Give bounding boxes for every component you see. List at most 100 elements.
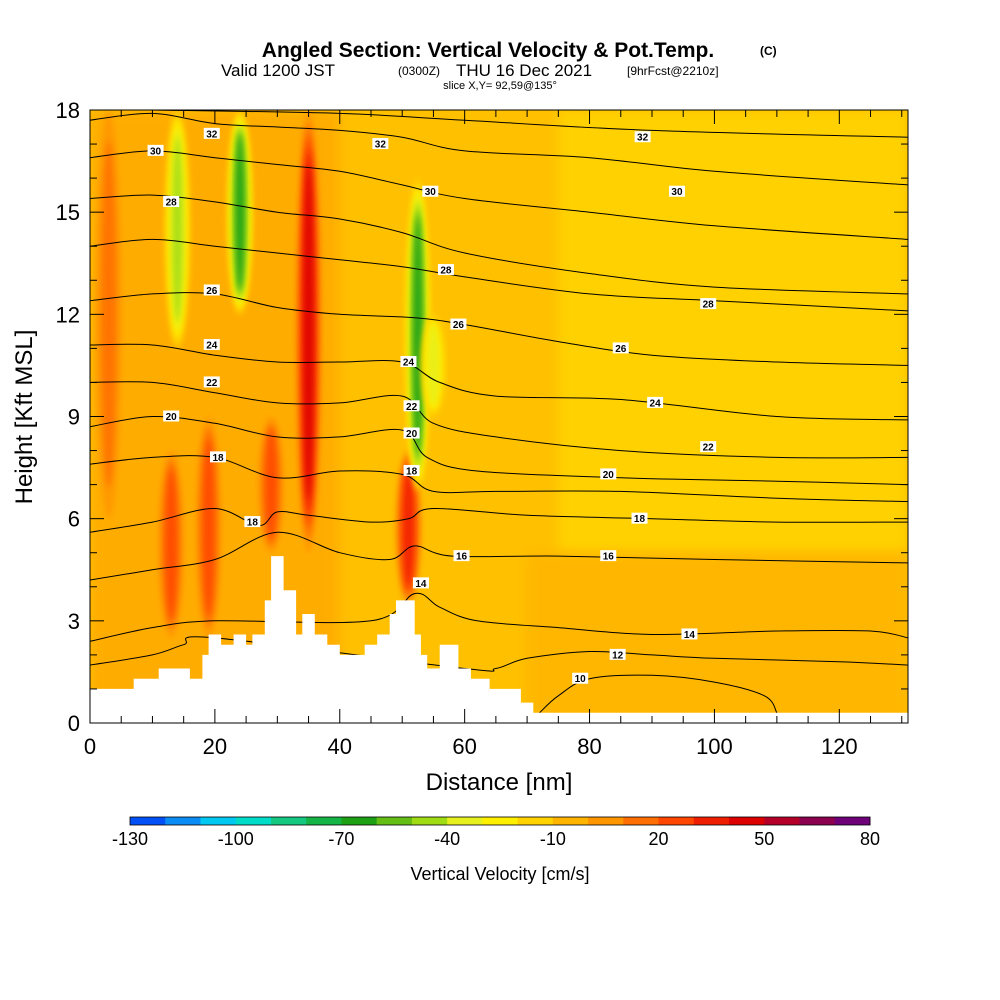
contour-label-box <box>647 396 664 408</box>
colorbar-tick-label: 50 <box>754 829 774 849</box>
x-tick-label: 60 <box>452 734 476 759</box>
contour-label-box <box>668 185 685 197</box>
contour-label-box <box>700 298 717 310</box>
colorbar-bin <box>411 817 448 825</box>
chart-title: Angled Section: Vertical Velocity & Pot.… <box>262 39 714 62</box>
contour-label-box <box>453 550 470 562</box>
contour-label: 32 <box>637 133 649 144</box>
theta-contour-20 <box>90 415 908 486</box>
theta-contours <box>90 110 908 714</box>
contour-label: 18 <box>212 453 224 464</box>
contour-label: 18 <box>406 466 418 477</box>
colorbar-tick-label: -40 <box>434 829 460 849</box>
y-tick-label: 12 <box>56 302 80 327</box>
contour-label: 22 <box>703 443 715 454</box>
contour-label-box <box>147 144 164 156</box>
contour-label-box <box>403 464 420 476</box>
y-axis-label: Height [Kft MSL] <box>11 330 38 505</box>
contour-label: 22 <box>206 378 218 389</box>
colorbar-tick-label: 80 <box>860 829 880 849</box>
contour-label-box <box>600 550 617 562</box>
contour-label: 26 <box>206 286 218 297</box>
contour-label-box <box>412 577 429 589</box>
contour-label-box <box>612 342 629 354</box>
updraft-band-layer <box>304 163 313 500</box>
slice-label: slice X,Y= 92,59@135° <box>443 80 557 92</box>
colorbar-bin <box>658 817 695 825</box>
theta-contour-16 <box>90 531 908 581</box>
contour-label: 32 <box>206 129 218 140</box>
colorbar: -130 -100 -70 -40 -10 20 50 80 <box>112 816 880 849</box>
theta-contour-18 <box>90 507 908 533</box>
contour-label: 16 <box>603 552 615 563</box>
contour-labels: 32 30 28 26 24 22 20 18 18 32 30 28 26 24 22 20 18 16 14 32… <box>147 127 717 685</box>
theta-contour-14 <box>90 592 908 642</box>
contour-label-box <box>210 451 227 463</box>
contour-label-box <box>203 376 220 388</box>
contour-label: 18 <box>634 514 646 525</box>
y-tick-label: 0 <box>68 711 80 736</box>
downdraft-band-layer <box>236 135 244 289</box>
contour-label: 26 <box>453 320 465 331</box>
theta-contour-10 <box>539 674 778 714</box>
colorbar-bin <box>130 817 166 825</box>
contour-label-box <box>437 264 454 276</box>
x-tick-label: 120 <box>821 734 858 759</box>
contour-label-box <box>203 284 220 296</box>
contour-label: 14 <box>684 630 696 641</box>
colorbar-tick-label: 20 <box>649 829 669 849</box>
colorbar-bin <box>693 817 730 825</box>
colorbar-bin <box>235 817 272 825</box>
velocity-field <box>90 110 908 723</box>
valid-date: THU 16 Dec 2021 <box>456 61 592 80</box>
plot-area: 32 30 28 26 24 22 20 18 18 32 30 28 26 24 22 20 18 16 14 32… <box>90 110 908 723</box>
updraft-band-layer <box>165 469 177 620</box>
y-tick-label: 3 <box>68 609 80 634</box>
contour-label: 30 <box>671 187 683 198</box>
colorbar-bin <box>200 817 237 825</box>
theta-contour-12 <box>90 636 908 672</box>
colorbar-bin <box>799 817 836 825</box>
colorbar-bin <box>376 817 413 825</box>
contour-label-box <box>634 131 651 143</box>
valid-time: Valid 1200 JST <box>221 61 335 80</box>
colorbar-bin <box>623 817 660 825</box>
theta-contour-32 <box>90 112 908 186</box>
theta-contour-32 <box>152 110 908 138</box>
colorbar-bin <box>165 817 201 825</box>
contour-label-box <box>609 648 626 660</box>
colorbar-bin <box>482 817 519 825</box>
updraft-band-layer <box>101 140 117 489</box>
colorbar-title: Vertical Velocity [cm/s] <box>410 864 589 884</box>
updraft-band-layer <box>403 467 414 587</box>
colorbar-bin <box>517 817 554 825</box>
contour-label-box <box>203 338 220 350</box>
contour-label-box <box>163 195 180 207</box>
contour-label-box <box>403 427 420 439</box>
contour-label-box <box>163 410 180 422</box>
contour-label: 24 <box>403 358 415 369</box>
downdraft-band-layer <box>413 217 422 453</box>
colorbar-frame <box>129 816 871 826</box>
terrain-mask <box>90 556 908 723</box>
downdraft-band-layer <box>172 136 183 322</box>
downdraft-band-layer <box>427 324 440 407</box>
colorbar-tick-label: -130 <box>112 829 148 849</box>
contour-label: 20 <box>406 429 418 440</box>
contour-label: 14 <box>415 579 427 590</box>
contour-label: 12 <box>612 650 624 661</box>
contour-label-box <box>450 318 467 330</box>
contour-label: 10 <box>575 674 587 685</box>
y-tick-label: 9 <box>68 405 80 430</box>
contour-label-box <box>244 516 261 528</box>
colorbar-bin <box>834 817 871 825</box>
valid-utc: (0300Z) <box>398 64 440 78</box>
contour-label-box <box>403 400 420 412</box>
contour-label: 16 <box>456 552 468 563</box>
x-tick-label: 80 <box>577 734 601 759</box>
contour-label: 28 <box>440 266 452 277</box>
theta-contour-30 <box>90 150 908 240</box>
field-upper-right-wash <box>558 110 908 553</box>
theta-contour-24 <box>90 343 908 421</box>
